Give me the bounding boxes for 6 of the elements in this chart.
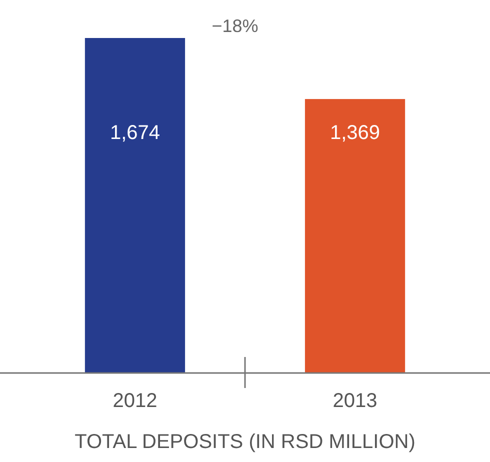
x-axis-title: TOTAL DEPOSITS (IN RSD MILLION): [74, 431, 416, 453]
x-tick-label: 2012: [112, 390, 158, 412]
x-tick-label: 2013: [332, 390, 378, 412]
data-label: 1,369: [330, 122, 380, 144]
data-label: 1,674: [110, 122, 160, 144]
text: −18%: [212, 16, 258, 36]
